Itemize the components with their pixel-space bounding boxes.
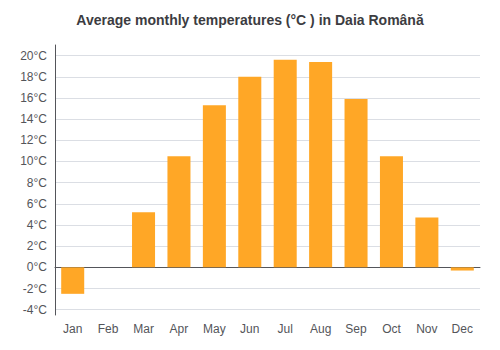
- svg-text:Nov: Nov: [416, 322, 437, 336]
- svg-text:Jun: Jun: [240, 322, 259, 336]
- svg-text:6°C: 6°C: [27, 197, 47, 211]
- svg-text:8°C: 8°C: [27, 176, 47, 190]
- svg-text:14°C: 14°C: [20, 112, 47, 126]
- svg-text:Aug: Aug: [310, 322, 331, 336]
- svg-text:10°C: 10°C: [20, 154, 47, 168]
- svg-text:20°C: 20°C: [20, 49, 47, 63]
- svg-text:Dec: Dec: [452, 322, 473, 336]
- svg-text:Sep: Sep: [345, 322, 367, 336]
- svg-text:Oct: Oct: [382, 322, 401, 336]
- svg-text:Jan: Jan: [63, 322, 82, 336]
- svg-text:Feb: Feb: [98, 322, 119, 336]
- svg-text:2°C: 2°C: [27, 239, 47, 253]
- svg-text:12°C: 12°C: [20, 133, 47, 147]
- svg-text:Apr: Apr: [170, 322, 189, 336]
- svg-text:4°C: 4°C: [27, 218, 47, 232]
- svg-text:Jul: Jul: [278, 322, 293, 336]
- svg-text:May: May: [203, 322, 226, 336]
- svg-text:18°C: 18°C: [20, 70, 47, 84]
- svg-text:Mar: Mar: [133, 322, 154, 336]
- svg-text:16°C: 16°C: [20, 91, 47, 105]
- svg-text:0°C: 0°C: [27, 260, 47, 274]
- svg-text:Average monthly temperatures (: Average monthly temperatures (°C ) in Da…: [76, 12, 424, 28]
- svg-text:-4°C: -4°C: [23, 303, 47, 317]
- svg-text:-2°C: -2°C: [23, 282, 47, 296]
